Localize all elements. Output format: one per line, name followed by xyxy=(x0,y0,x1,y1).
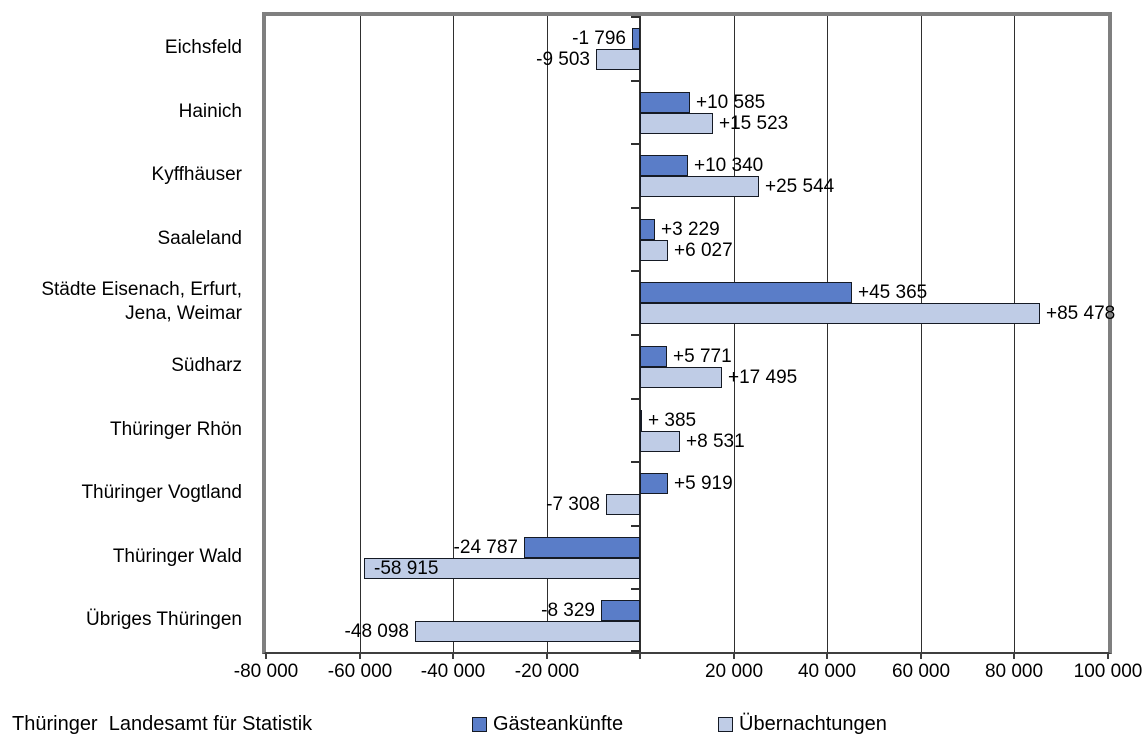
category-label: Städte Eisenach, Erfurt, Jena, Weimar xyxy=(41,279,242,324)
bar-uebernachtungen xyxy=(364,558,640,579)
gridline xyxy=(1014,16,1015,652)
category-label: Hainich xyxy=(178,101,242,122)
category-label: Saaleland xyxy=(157,228,242,249)
category-label: Übriges Thüringen xyxy=(86,609,242,630)
plot-area: -1 796 -9 503 +10 585 +15 523 +10 340 +25 544… xyxy=(262,12,1116,654)
bar-uebernachtungen xyxy=(640,431,680,452)
legend-swatch-icon xyxy=(718,717,733,732)
category-label: Kyffhäuser xyxy=(151,164,242,185)
legend-label: Übernachtungen xyxy=(739,713,887,735)
category-tick xyxy=(631,650,640,652)
axis-tick xyxy=(639,652,641,659)
footer-row: Thüringer Landesamt für Statistik Gästea… xyxy=(0,710,1148,742)
category-label: Südharz xyxy=(171,355,242,376)
bar-label: -9 503 xyxy=(536,49,590,70)
x-tick-label: 20 000 xyxy=(704,661,764,682)
bar-uebernachtungen xyxy=(640,176,759,197)
x-tick-label: -20 000 xyxy=(514,661,580,682)
axis-tick xyxy=(359,652,361,659)
bar-label: +45 365 xyxy=(858,282,928,303)
bar-label: -58 915 xyxy=(374,558,439,579)
gridline xyxy=(827,16,828,652)
bar-uebernachtungen xyxy=(640,303,1040,324)
category-tick xyxy=(631,207,640,209)
x-tick-label: 40 000 xyxy=(797,661,857,682)
x-tick-label: -40 000 xyxy=(420,661,486,682)
bar-label: +10 340 xyxy=(694,155,764,176)
axis-tick xyxy=(452,652,454,659)
category-label: Eichsfeld xyxy=(164,37,242,58)
bar-label: + 385 xyxy=(648,410,697,431)
bar-uebernachtungen xyxy=(415,621,640,642)
axis-tick xyxy=(546,652,548,659)
gridline xyxy=(360,16,361,652)
bar-gaesteankuenfte xyxy=(524,537,640,558)
x-tick-label: -80 000 xyxy=(233,661,299,682)
x-tick-label: 100 000 xyxy=(1073,661,1143,682)
bar-label: -7 308 xyxy=(546,494,600,515)
bar-gaesteankuenfte xyxy=(640,92,690,113)
bar-label: +17 495 xyxy=(728,367,798,388)
bar-label: +6 027 xyxy=(674,240,733,261)
axis-tick xyxy=(1013,652,1015,659)
axis-tick xyxy=(920,652,922,659)
category-tick xyxy=(631,334,640,336)
category-tick xyxy=(631,588,640,590)
gridline xyxy=(921,16,922,652)
axis-tick xyxy=(826,652,828,659)
bar-gaesteankuenfte xyxy=(601,600,640,621)
bar-uebernachtungen xyxy=(640,113,713,134)
bar-uebernachtungen xyxy=(596,49,640,70)
legend-entry-uebernachtungen: Übernachtungen xyxy=(718,713,887,736)
bar-label: +85 478 xyxy=(1046,303,1116,324)
category-tick xyxy=(631,461,640,463)
legend-label: Gästeankünfte xyxy=(493,713,624,735)
category-label: Thüringer Rhön xyxy=(109,419,242,440)
x-tick-label: 60 000 xyxy=(891,661,951,682)
axis-tick xyxy=(1107,652,1109,659)
category-tick xyxy=(631,398,640,400)
x-tick-label: 80 000 xyxy=(984,661,1044,682)
category-label: Thüringer Wald xyxy=(112,546,242,567)
gridline xyxy=(547,16,548,652)
bar-gaesteankuenfte xyxy=(640,219,655,240)
bar-label: +25 544 xyxy=(765,176,835,197)
bar-label: +8 531 xyxy=(686,431,745,452)
source-text: Thüringer Landesamt für Statistik xyxy=(12,713,313,735)
axis-tick xyxy=(265,652,267,659)
bar-gaesteankuenfte xyxy=(640,282,852,303)
bar-uebernachtungen xyxy=(606,494,640,515)
bar-gaesteankuenfte xyxy=(640,410,642,431)
bar-gaesteankuenfte xyxy=(632,28,640,49)
category-tick xyxy=(631,16,640,18)
category-tick xyxy=(631,80,640,82)
legend-entry-gaesteankuenfte: Gästeankünfte xyxy=(472,713,623,736)
gridline xyxy=(734,16,735,652)
category-tick xyxy=(631,143,640,145)
category-label: Thüringer Vogtland xyxy=(81,482,242,503)
bar-label: -8 329 xyxy=(541,600,595,621)
bar-label: +3 229 xyxy=(661,219,720,240)
bar-uebernachtungen xyxy=(640,240,668,261)
bar-label: -1 796 xyxy=(572,28,626,49)
bar-label: +10 585 xyxy=(696,92,766,113)
x-tick-label: -60 000 xyxy=(327,661,393,682)
bar-label: +5 919 xyxy=(674,473,733,494)
category-axis: Eichsfeld Hainich Kyffhäuser Saaleland Städt… xyxy=(0,16,252,652)
bar-label: -24 787 xyxy=(453,537,518,558)
gridline xyxy=(453,16,454,652)
bar-uebernachtungen xyxy=(640,367,722,388)
zero-axis-line xyxy=(639,16,641,652)
category-tick xyxy=(631,525,640,527)
bar-gaesteankuenfte xyxy=(640,473,668,494)
axis-tick xyxy=(733,652,735,659)
bar-label: +5 771 xyxy=(673,346,732,367)
bar-gaesteankuenfte xyxy=(640,155,688,176)
legend-swatch-icon xyxy=(472,717,487,732)
bar-label: -48 098 xyxy=(344,621,409,642)
bar-gaesteankuenfte xyxy=(640,346,667,367)
bar-label: +15 523 xyxy=(719,113,789,134)
category-tick xyxy=(631,270,640,272)
